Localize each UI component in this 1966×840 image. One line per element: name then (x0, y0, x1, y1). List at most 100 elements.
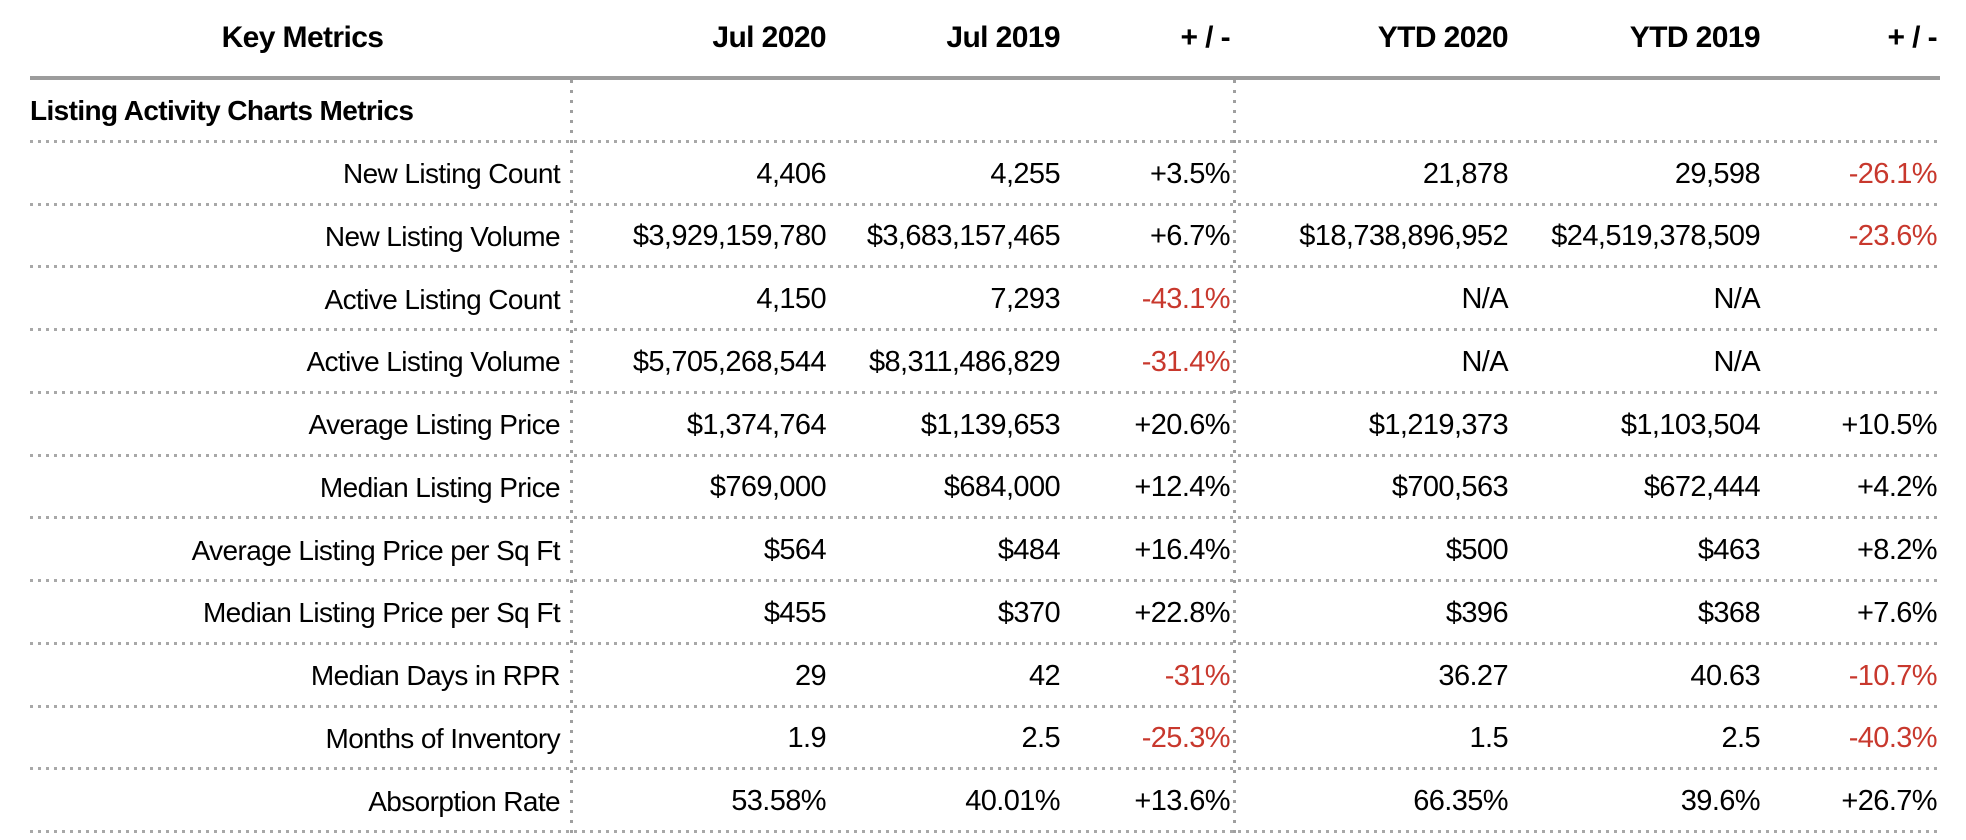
metric-value-jul-change: +6.7% (1149, 220, 1231, 253)
metric-value-jul-2020: 4,406 (756, 157, 826, 190)
metric-value-jul-change: -25.3% (1141, 722, 1231, 755)
metric-value-jul-change: +13.6% (1134, 785, 1230, 818)
metric-value-jul-2020: 53.58% (731, 785, 826, 818)
table-row: Months of Inventory 1.9 2.5 -25.3% 1.5 2… (0, 708, 1966, 771)
metric-value-jul-2019: 7,293 (990, 283, 1060, 316)
metric-value-jul-2020: $1,374,764 (686, 408, 827, 441)
metric-value-jul-change: +16.4% (1134, 534, 1230, 567)
table-body: Listing Activity Charts Metrics New List… (0, 80, 1966, 833)
metric-value-ytd-change: +26.7% (1841, 785, 1937, 818)
metric-value-jul-change: +12.4% (1134, 471, 1230, 504)
metric-value-ytd-2020: N/A (1461, 345, 1508, 378)
metric-value-ytd-2019: N/A (1713, 283, 1760, 316)
metric-value-ytd-2019: $672,444 (1643, 471, 1761, 504)
column-header-ytd-change: + / - (1887, 21, 1937, 54)
metric-value-ytd-2020: 1.5 (1469, 722, 1508, 755)
metric-value-ytd-2020: 36.27 (1438, 659, 1508, 692)
metric-value-ytd-change: -10.7% (1848, 659, 1938, 692)
metric-value-jul-2019: 40.01% (965, 785, 1060, 818)
table-row: Active Listing Count 4,150 7,293 -43.1% … (0, 268, 1966, 331)
metric-value-ytd-2019: 39.6% (1680, 785, 1761, 818)
column-header-jul-2019: Jul 2019 (946, 21, 1060, 54)
metric-value-ytd-2019: $463 (1697, 534, 1761, 567)
metric-value-jul-2020: $3,929,159,780 (632, 220, 827, 253)
metric-value-ytd-2020: $500 (1445, 534, 1509, 567)
column-header-ytd-2020: YTD 2020 (1377, 21, 1509, 54)
column-header-key-metrics: Key Metrics (221, 21, 384, 54)
metric-value-ytd-2020: 21,878 (1422, 157, 1509, 190)
table-row: Average Listing Price $1,374,764 $1,139,… (0, 394, 1966, 457)
metric-value-ytd-2019: N/A (1713, 345, 1760, 378)
metric-value-ytd-2019: 2.5 (1721, 722, 1760, 755)
table-row: Median Listing Price per Sq Ft $455 $370… (0, 582, 1966, 645)
table-row: New Listing Volume $3,929,159,780 $3,683… (0, 206, 1966, 269)
metric-value-ytd-change: +4.2% (1856, 471, 1938, 504)
metric-value-jul-2019: $8,311,486,829 (868, 345, 1061, 378)
metric-value-jul-change: +3.5% (1149, 157, 1231, 190)
metric-value-ytd-2020: $1,219,373 (1368, 408, 1509, 441)
table-row: Median Listing Price $769,000 $684,000 +… (0, 457, 1966, 520)
column-header-jul-2020: Jul 2020 (712, 21, 826, 54)
metric-value-jul-2019: $3,683,157,465 (866, 220, 1061, 253)
metric-label: Median Listing Price per Sq Ft (202, 597, 561, 629)
metric-value-jul-change: +20.6% (1134, 408, 1230, 441)
column-header-ytd-2019: YTD 2019 (1629, 21, 1761, 54)
metric-value-ytd-2020: 66.35% (1413, 785, 1508, 818)
metric-value-jul-2019: $370 (997, 596, 1061, 629)
metric-value-jul-2020: 29 (794, 659, 827, 692)
metric-value-jul-change: -43.1% (1141, 283, 1231, 316)
metric-value-ytd-2019: $368 (1697, 596, 1761, 629)
metric-value-ytd-change: -26.1% (1848, 157, 1938, 190)
metric-value-jul-2019: 4,255 (990, 157, 1060, 190)
metric-value-jul-2019: $484 (997, 534, 1061, 567)
metric-value-ytd-2020: N/A (1461, 283, 1508, 316)
metric-value-jul-2019: $1,139,653 (920, 408, 1061, 441)
metric-value-jul-2019: 2.5 (1021, 722, 1060, 755)
metric-value-ytd-change: +7.6% (1856, 596, 1938, 629)
metric-label: Months of Inventory (325, 722, 560, 754)
metric-value-jul-2019: 42 (1028, 659, 1061, 692)
metric-value-jul-change: -31% (1164, 659, 1231, 692)
metric-label: Absorption Rate (368, 785, 560, 817)
metric-value-jul-2020: $455 (763, 596, 827, 629)
metric-value-jul-2020: $564 (763, 534, 827, 567)
column-header-jul-change: + / - (1180, 21, 1230, 54)
metric-value-jul-change: +22.8% (1134, 596, 1230, 629)
metric-value-ytd-change: -40.3% (1848, 722, 1938, 755)
metric-label: Active Listing Count (324, 283, 561, 315)
table-row: Absorption Rate 53.58% 40.01% +13.6% 66.… (0, 770, 1966, 833)
metric-value-ytd-change: -23.6% (1848, 220, 1938, 253)
column-divider-right (1233, 80, 1236, 833)
section-header-row: Listing Activity Charts Metrics (0, 80, 1966, 143)
table-row: Median Days in RPR 29 42 -31% 36.27 40.6… (0, 645, 1966, 708)
metric-label: Active Listing Volume (306, 346, 560, 378)
metric-value-ytd-2020: $18,738,896,952 (1299, 220, 1508, 253)
metric-value-ytd-2020: $700,563 (1391, 471, 1509, 504)
metric-value-jul-change: -31.4% (1141, 345, 1231, 378)
metric-label: New Listing Volume (324, 220, 561, 252)
table-row: Active Listing Volume $5,705,268,544 $8,… (0, 331, 1966, 394)
metric-value-jul-2020: $769,000 (709, 471, 827, 504)
metric-label: Median Days in RPR (310, 660, 561, 692)
table-row: Average Listing Price per Sq Ft $564 $48… (0, 519, 1966, 582)
metric-value-jul-2020: 4,150 (756, 283, 826, 316)
metric-label: Average Listing Price (308, 409, 561, 441)
metric-value-ytd-change: +8.2% (1856, 534, 1938, 567)
metric-value-jul-2020: 1.9 (787, 722, 826, 755)
metric-value-ytd-2019: 40.63 (1690, 659, 1760, 692)
table-header-row: Key Metrics Jul 2020 Jul 2019 + / - YTD … (30, 0, 1940, 80)
column-divider-left (570, 80, 573, 833)
metric-label: New Listing Count (342, 158, 561, 190)
metric-value-ytd-2019: 29,598 (1674, 157, 1761, 190)
metric-value-jul-2019: $684,000 (943, 471, 1061, 504)
table-row: New Listing Count 4,406 4,255 +3.5% 21,8… (0, 143, 1966, 206)
metric-value-ytd-2019: $1,103,504 (1620, 408, 1761, 441)
section-title: Listing Activity Charts Metrics (30, 95, 414, 127)
metric-label: Median Listing Price (319, 471, 561, 503)
metric-value-ytd-change: +10.5% (1841, 408, 1937, 441)
metric-label: Average Listing Price per Sq Ft (191, 534, 561, 566)
metric-value-ytd-2019: $24,519,378,509 (1551, 220, 1760, 253)
metric-value-jul-2020: $5,705,268,544 (632, 345, 827, 378)
metric-value-ytd-2020: $396 (1445, 596, 1509, 629)
